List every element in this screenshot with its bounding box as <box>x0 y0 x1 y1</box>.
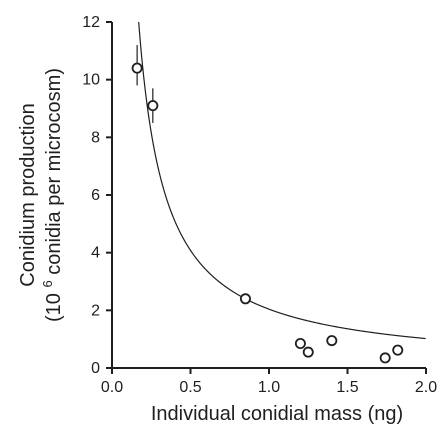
y-tick-label: 10 <box>82 72 100 89</box>
y-ticks-group <box>106 21 112 369</box>
y-tick-label: 0 <box>91 360 100 377</box>
x-tick-label: 1.0 <box>258 379 280 396</box>
y-axis-title-group: Conidium production (10 6 conidia per mi… <box>17 68 65 322</box>
y-axis-title-prefix: (10 <box>43 293 65 322</box>
data-points-group <box>131 62 404 364</box>
data-point <box>294 337 306 349</box>
x-tick-labels-group: 0.0 0.5 1.0 1.5 2.0 <box>101 379 437 396</box>
data-point <box>147 100 159 112</box>
data-point <box>302 346 314 358</box>
data-point <box>379 352 391 364</box>
y-axis-title-line-2: (10 6 conidia per microcosm) <box>35 68 65 322</box>
fit-curve <box>138 21 426 340</box>
x-tick-label: 0.0 <box>101 379 123 396</box>
x-tick-label: 2.0 <box>415 379 437 396</box>
y-tick-label: 4 <box>91 245 100 262</box>
x-tick-label: 1.5 <box>336 379 358 396</box>
x-tick-label: 0.5 <box>179 379 201 396</box>
y-tick-label: 2 <box>91 302 100 319</box>
x-axis-title: Individual conidial mass (ng) <box>151 403 403 425</box>
y-tick-label: 8 <box>91 129 100 146</box>
y-axis-title-superscript: 6 <box>40 280 55 287</box>
data-point <box>239 293 251 305</box>
y-axis-title-line-1: Conidium production <box>17 103 39 286</box>
y-tick-label: 6 <box>91 187 100 204</box>
y-tick-label: 12 <box>82 14 100 31</box>
y-axis-title-suffix: conidia per microcosm) <box>43 68 65 275</box>
y-tick-labels-group: 0 2 4 6 8 10 12 <box>82 14 100 377</box>
data-point <box>131 62 143 74</box>
data-point <box>326 335 338 347</box>
data-point <box>392 344 404 356</box>
